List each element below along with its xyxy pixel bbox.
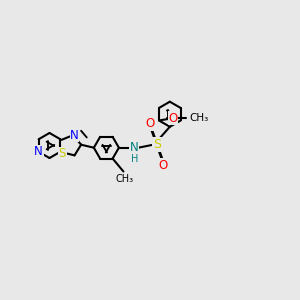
Text: O: O [146,117,155,130]
Text: N: N [70,129,79,142]
Text: O: O [168,112,178,125]
Text: H: H [131,154,138,164]
Text: N: N [34,145,43,158]
Text: S: S [59,147,66,161]
Text: CH₃: CH₃ [116,174,134,184]
Text: S: S [153,138,161,151]
Text: O: O [159,159,168,172]
Text: CH₃: CH₃ [189,113,208,123]
Text: N: N [130,141,139,154]
